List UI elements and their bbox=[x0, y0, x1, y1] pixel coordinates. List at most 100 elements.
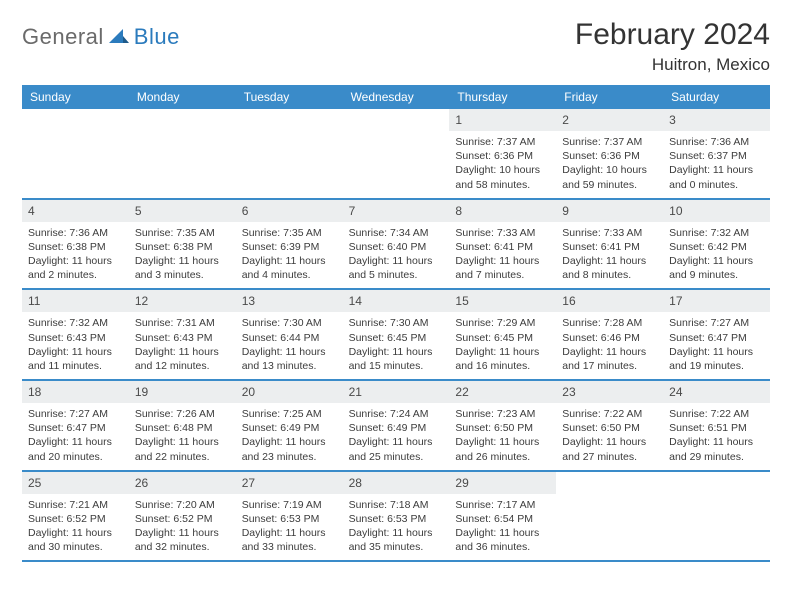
calendar-cell: 13Sunrise: 7:30 AMSunset: 6:44 PMDayligh… bbox=[236, 290, 343, 379]
detail-sunrise: Sunrise: 7:36 AM bbox=[669, 135, 764, 149]
calendar-cell: 12Sunrise: 7:31 AMSunset: 6:43 PMDayligh… bbox=[129, 290, 236, 379]
day-details: Sunrise: 7:27 AMSunset: 6:47 PMDaylight:… bbox=[663, 312, 770, 379]
weekday-sunday: Sunday bbox=[22, 85, 129, 109]
detail-day1: Daylight: 11 hours bbox=[349, 435, 444, 449]
weekday-tuesday: Tuesday bbox=[236, 85, 343, 109]
detail-sunrise: Sunrise: 7:35 AM bbox=[242, 226, 337, 240]
day-number: 21 bbox=[343, 381, 450, 403]
detail-sunrise: Sunrise: 7:32 AM bbox=[669, 226, 764, 240]
detail-day1: Daylight: 11 hours bbox=[349, 345, 444, 359]
day-details: Sunrise: 7:37 AMSunset: 6:36 PMDaylight:… bbox=[556, 131, 663, 198]
detail-day1: Daylight: 11 hours bbox=[242, 526, 337, 540]
detail-sunset: Sunset: 6:48 PM bbox=[135, 421, 230, 435]
detail-sunrise: Sunrise: 7:32 AM bbox=[28, 316, 123, 330]
detail-day2: and 30 minutes. bbox=[28, 540, 123, 554]
calendar-cell: 2Sunrise: 7:37 AMSunset: 6:36 PMDaylight… bbox=[556, 109, 663, 198]
detail-day1: Daylight: 11 hours bbox=[669, 435, 764, 449]
detail-day2: and 20 minutes. bbox=[28, 450, 123, 464]
detail-day1: Daylight: 11 hours bbox=[28, 435, 123, 449]
weekday-wednesday: Wednesday bbox=[343, 85, 450, 109]
day-details: Sunrise: 7:33 AMSunset: 6:41 PMDaylight:… bbox=[556, 222, 663, 289]
detail-sunrise: Sunrise: 7:33 AM bbox=[562, 226, 657, 240]
detail-sunrise: Sunrise: 7:36 AM bbox=[28, 226, 123, 240]
detail-day2: and 33 minutes. bbox=[242, 540, 337, 554]
calendar-cell: 27Sunrise: 7:19 AMSunset: 6:53 PMDayligh… bbox=[236, 472, 343, 561]
detail-sunrise: Sunrise: 7:34 AM bbox=[349, 226, 444, 240]
detail-day2: and 35 minutes. bbox=[349, 540, 444, 554]
detail-day1: Daylight: 10 hours bbox=[455, 163, 550, 177]
detail-sunset: Sunset: 6:39 PM bbox=[242, 240, 337, 254]
calendar-cell: 25Sunrise: 7:21 AMSunset: 6:52 PMDayligh… bbox=[22, 472, 129, 561]
detail-sunset: Sunset: 6:52 PM bbox=[135, 512, 230, 526]
calendar-cell: 20Sunrise: 7:25 AMSunset: 6:49 PMDayligh… bbox=[236, 381, 343, 470]
detail-day2: and 23 minutes. bbox=[242, 450, 337, 464]
detail-sunset: Sunset: 6:51 PM bbox=[669, 421, 764, 435]
detail-day2: and 15 minutes. bbox=[349, 359, 444, 373]
day-details: Sunrise: 7:17 AMSunset: 6:54 PMDaylight:… bbox=[449, 494, 556, 561]
detail-sunrise: Sunrise: 7:28 AM bbox=[562, 316, 657, 330]
day-details: Sunrise: 7:35 AMSunset: 6:38 PMDaylight:… bbox=[129, 222, 236, 289]
day-number: 25 bbox=[22, 472, 129, 494]
calendar-cell bbox=[236, 109, 343, 198]
calendar-cell: 14Sunrise: 7:30 AMSunset: 6:45 PMDayligh… bbox=[343, 290, 450, 379]
calendar-cell: 5Sunrise: 7:35 AMSunset: 6:38 PMDaylight… bbox=[129, 200, 236, 289]
detail-sunrise: Sunrise: 7:26 AM bbox=[135, 407, 230, 421]
calendar-cell: 19Sunrise: 7:26 AMSunset: 6:48 PMDayligh… bbox=[129, 381, 236, 470]
calendar-cell: 22Sunrise: 7:23 AMSunset: 6:50 PMDayligh… bbox=[449, 381, 556, 470]
calendar-cell: 23Sunrise: 7:22 AMSunset: 6:50 PMDayligh… bbox=[556, 381, 663, 470]
day-number: 2 bbox=[556, 109, 663, 131]
detail-day1: Daylight: 11 hours bbox=[349, 254, 444, 268]
calendar-cell: 10Sunrise: 7:32 AMSunset: 6:42 PMDayligh… bbox=[663, 200, 770, 289]
day-details: Sunrise: 7:37 AMSunset: 6:36 PMDaylight:… bbox=[449, 131, 556, 198]
detail-day1: Daylight: 11 hours bbox=[242, 345, 337, 359]
calendar-cell bbox=[556, 472, 663, 561]
calendar-row: 18Sunrise: 7:27 AMSunset: 6:47 PMDayligh… bbox=[22, 381, 770, 472]
detail-day1: Daylight: 11 hours bbox=[562, 254, 657, 268]
day-details: Sunrise: 7:25 AMSunset: 6:49 PMDaylight:… bbox=[236, 403, 343, 470]
brand-logo: General Blue bbox=[22, 18, 180, 50]
detail-sunrise: Sunrise: 7:22 AM bbox=[562, 407, 657, 421]
detail-sunset: Sunset: 6:45 PM bbox=[455, 331, 550, 345]
day-number: 20 bbox=[236, 381, 343, 403]
detail-day1: Daylight: 11 hours bbox=[135, 435, 230, 449]
detail-day2: and 26 minutes. bbox=[455, 450, 550, 464]
detail-day1: Daylight: 11 hours bbox=[28, 254, 123, 268]
detail-day1: Daylight: 11 hours bbox=[669, 163, 764, 177]
detail-sunrise: Sunrise: 7:37 AM bbox=[455, 135, 550, 149]
detail-day2: and 7 minutes. bbox=[455, 268, 550, 282]
day-number: 3 bbox=[663, 109, 770, 131]
detail-sunset: Sunset: 6:45 PM bbox=[349, 331, 444, 345]
detail-sunset: Sunset: 6:47 PM bbox=[28, 421, 123, 435]
detail-sunrise: Sunrise: 7:30 AM bbox=[242, 316, 337, 330]
detail-sunrise: Sunrise: 7:23 AM bbox=[455, 407, 550, 421]
detail-day1: Daylight: 11 hours bbox=[28, 526, 123, 540]
detail-sunset: Sunset: 6:36 PM bbox=[562, 149, 657, 163]
day-number: 24 bbox=[663, 381, 770, 403]
detail-sunset: Sunset: 6:53 PM bbox=[349, 512, 444, 526]
detail-sunrise: Sunrise: 7:27 AM bbox=[669, 316, 764, 330]
day-details: Sunrise: 7:28 AMSunset: 6:46 PMDaylight:… bbox=[556, 312, 663, 379]
day-number: 16 bbox=[556, 290, 663, 312]
detail-day2: and 29 minutes. bbox=[669, 450, 764, 464]
detail-day2: and 36 minutes. bbox=[455, 540, 550, 554]
day-details: Sunrise: 7:29 AMSunset: 6:45 PMDaylight:… bbox=[449, 312, 556, 379]
detail-sunset: Sunset: 6:44 PM bbox=[242, 331, 337, 345]
detail-day1: Daylight: 11 hours bbox=[349, 526, 444, 540]
day-number: 27 bbox=[236, 472, 343, 494]
detail-day2: and 12 minutes. bbox=[135, 359, 230, 373]
day-details: Sunrise: 7:24 AMSunset: 6:49 PMDaylight:… bbox=[343, 403, 450, 470]
detail-day2: and 22 minutes. bbox=[135, 450, 230, 464]
detail-day1: Daylight: 10 hours bbox=[562, 163, 657, 177]
calendar-cell bbox=[129, 109, 236, 198]
detail-sunrise: Sunrise: 7:37 AM bbox=[562, 135, 657, 149]
detail-sunrise: Sunrise: 7:35 AM bbox=[135, 226, 230, 240]
detail-day2: and 2 minutes. bbox=[28, 268, 123, 282]
calendar-cell: 24Sunrise: 7:22 AMSunset: 6:51 PMDayligh… bbox=[663, 381, 770, 470]
calendar-cell: 7Sunrise: 7:34 AMSunset: 6:40 PMDaylight… bbox=[343, 200, 450, 289]
detail-day1: Daylight: 11 hours bbox=[135, 254, 230, 268]
day-details: Sunrise: 7:31 AMSunset: 6:43 PMDaylight:… bbox=[129, 312, 236, 379]
detail-sunset: Sunset: 6:42 PM bbox=[669, 240, 764, 254]
day-number: 10 bbox=[663, 200, 770, 222]
detail-sunset: Sunset: 6:50 PM bbox=[562, 421, 657, 435]
day-number: 23 bbox=[556, 381, 663, 403]
